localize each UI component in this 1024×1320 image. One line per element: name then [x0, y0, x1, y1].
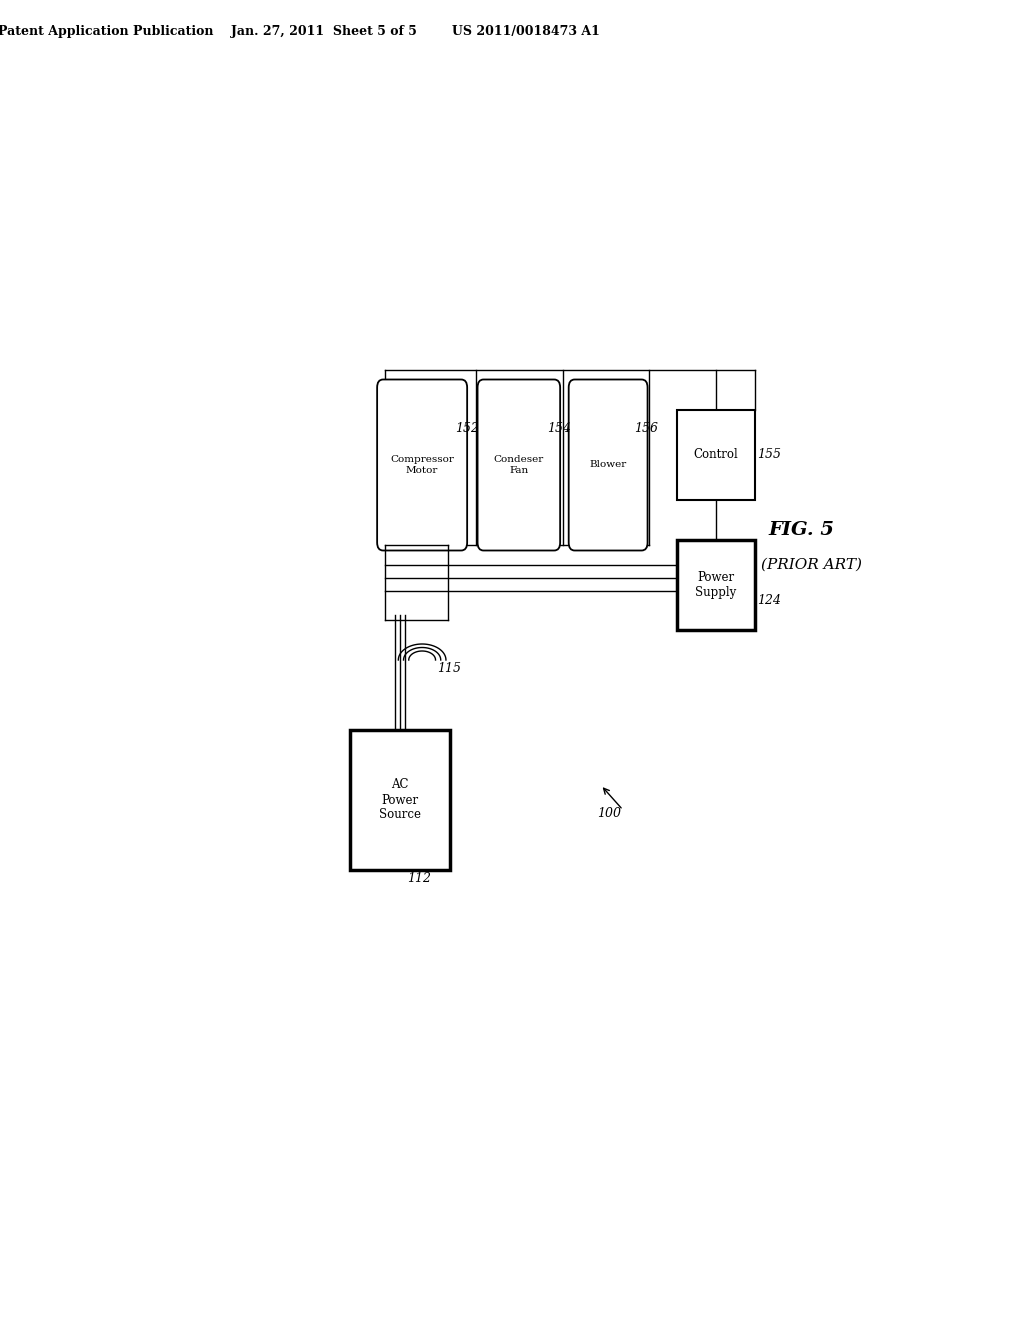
Text: 124: 124 — [757, 594, 781, 606]
Text: Control: Control — [693, 449, 738, 462]
Text: (PRIOR ART): (PRIOR ART) — [761, 558, 861, 572]
Bar — [349, 730, 450, 870]
Text: 152: 152 — [456, 422, 479, 436]
Text: Power
Supply: Power Supply — [695, 572, 736, 599]
Text: 115: 115 — [437, 663, 461, 675]
Bar — [677, 540, 755, 630]
FancyBboxPatch shape — [477, 379, 560, 550]
Text: 155: 155 — [757, 449, 781, 462]
Text: AC
Power
Source: AC Power Source — [379, 779, 421, 821]
Text: Compressor
Motor: Compressor Motor — [390, 455, 454, 475]
FancyBboxPatch shape — [377, 379, 467, 550]
Bar — [677, 411, 755, 500]
Text: 156: 156 — [634, 422, 658, 436]
Text: 154: 154 — [547, 422, 571, 436]
Text: Blower: Blower — [590, 461, 627, 470]
Text: Patent Application Publication    Jan. 27, 2011  Sheet 5 of 5        US 2011/001: Patent Application Publication Jan. 27, … — [0, 25, 600, 38]
Text: Condeser
Fan: Condeser Fan — [494, 455, 544, 475]
Text: FIG. 5: FIG. 5 — [768, 521, 835, 539]
Text: 100: 100 — [597, 807, 621, 820]
FancyBboxPatch shape — [568, 379, 647, 550]
Text: 112: 112 — [408, 873, 431, 884]
